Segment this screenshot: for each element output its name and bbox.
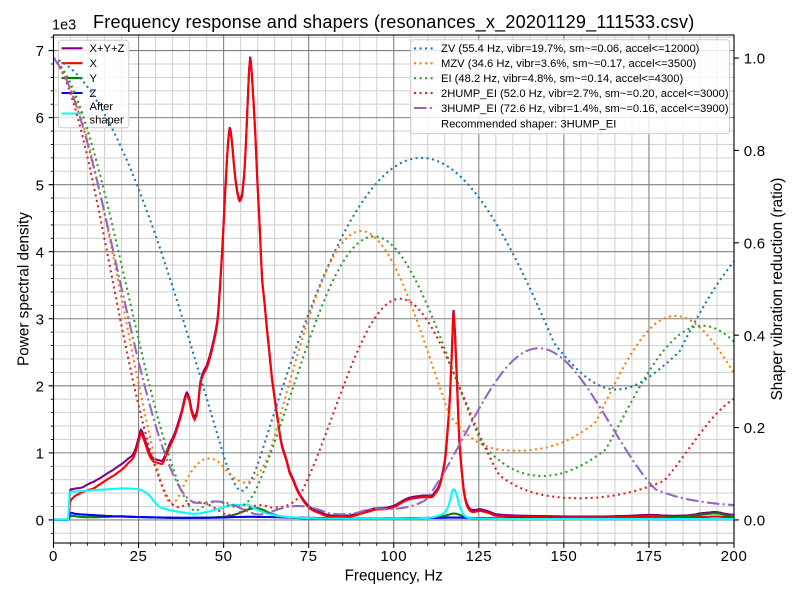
svg-text:shaper: shaper bbox=[90, 115, 124, 127]
svg-text:0.6: 0.6 bbox=[744, 235, 766, 252]
svg-text:1.0: 1.0 bbox=[744, 51, 766, 68]
svg-text:Recommended shaper: 3HUMP_EI: Recommended shaper: 3HUMP_EI bbox=[441, 118, 616, 130]
svg-text:0.8: 0.8 bbox=[744, 143, 766, 160]
svg-text:125: 125 bbox=[465, 548, 492, 565]
svg-text:1e3: 1e3 bbox=[52, 18, 76, 34]
svg-text:EI (48.2 Hz, vibr=4.8%, sm~=0.: EI (48.2 Hz, vibr=4.8%, sm~=0.14, accel<… bbox=[441, 73, 683, 85]
svg-text:MZV (34.6 Hz, vibr=3.6%, sm~=0: MZV (34.6 Hz, vibr=3.6%, sm~=0.17, accel… bbox=[441, 58, 697, 70]
svg-text:X: X bbox=[90, 58, 98, 70]
svg-text:After: After bbox=[90, 101, 114, 113]
svg-text:Y: Y bbox=[90, 73, 98, 85]
svg-text:1: 1 bbox=[36, 445, 44, 462]
svg-text:2: 2 bbox=[36, 378, 44, 395]
svg-text:X+Y+Z: X+Y+Z bbox=[90, 43, 125, 55]
svg-text:25: 25 bbox=[130, 548, 148, 565]
svg-text:ZV (55.4 Hz, vibr=19.7%, sm~=0: ZV (55.4 Hz, vibr=19.7%, sm~=0.06, accel… bbox=[441, 43, 700, 55]
svg-text:0.2: 0.2 bbox=[744, 420, 766, 437]
svg-text:200: 200 bbox=[721, 548, 748, 565]
svg-text:0.0: 0.0 bbox=[744, 513, 766, 530]
svg-text:3HUMP_EI (72.6 Hz, vibr=1.4%,: 3HUMP_EI (72.6 Hz, vibr=1.4%, sm~=0.16, … bbox=[441, 103, 729, 115]
svg-text:100: 100 bbox=[380, 548, 407, 565]
svg-text:6: 6 bbox=[36, 110, 44, 127]
svg-text:Z: Z bbox=[90, 88, 97, 100]
svg-text:0: 0 bbox=[36, 513, 44, 530]
svg-text:0: 0 bbox=[49, 548, 58, 565]
svg-text:2HUMP_EI (52.0 Hz, vibr=2.7%,: 2HUMP_EI (52.0 Hz, vibr=2.7%, sm~=0.20, … bbox=[441, 88, 729, 100]
svg-text:4: 4 bbox=[36, 244, 44, 261]
svg-text:Power spectral density: Power spectral density bbox=[16, 212, 33, 366]
svg-text:75: 75 bbox=[300, 548, 318, 565]
svg-text:175: 175 bbox=[636, 548, 663, 565]
svg-text:Shaper vibration reduction (ra: Shaper vibration reduction (ratio) bbox=[769, 178, 786, 401]
svg-text:3: 3 bbox=[36, 311, 44, 328]
svg-text:0.4: 0.4 bbox=[744, 328, 766, 345]
svg-text:Frequency response and shapers: Frequency response and shapers (resonanc… bbox=[93, 12, 694, 33]
svg-text:5: 5 bbox=[36, 177, 44, 194]
svg-text:7: 7 bbox=[36, 43, 44, 60]
svg-text:Frequency, Hz: Frequency, Hz bbox=[345, 568, 443, 585]
svg-text:150: 150 bbox=[551, 548, 578, 565]
svg-text:50: 50 bbox=[215, 548, 233, 565]
